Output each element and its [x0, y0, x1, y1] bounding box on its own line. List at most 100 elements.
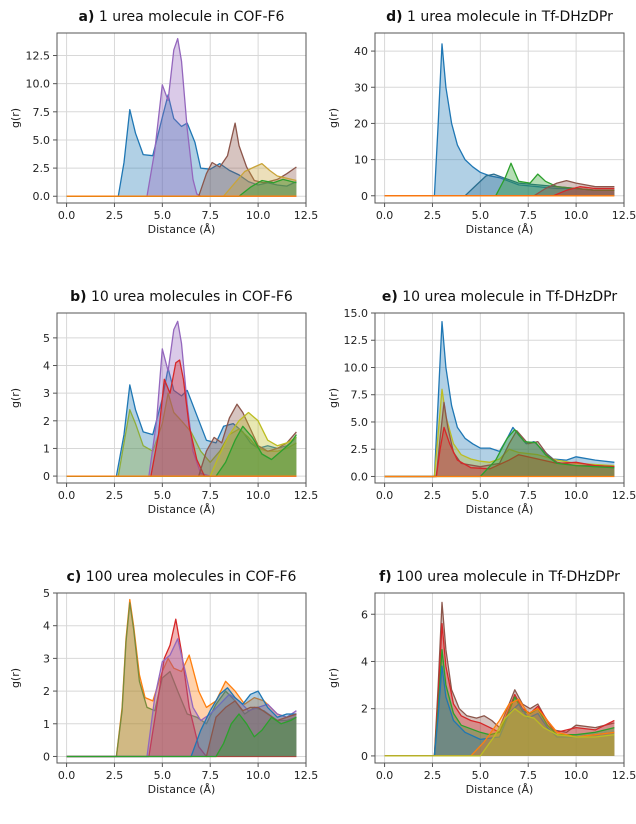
panel-title: d) 1 urea molecule in Tf-DHzDPr — [386, 9, 613, 25]
y-axis-label: g(r) — [327, 388, 340, 408]
panel-title-text: 100 urea molecules in COF-F6 — [81, 569, 296, 585]
series-area-3 — [66, 321, 297, 477]
y-tick-label: 5 — [43, 332, 50, 345]
x-tick-label: 7.5 — [201, 489, 219, 502]
series-area-4 — [384, 180, 615, 196]
series-area-2 — [384, 389, 615, 477]
series-line-5 — [66, 403, 297, 477]
series-line-5 — [384, 428, 615, 478]
x-tick-label: 7.5 — [519, 209, 537, 222]
panel-title-text: 10 urea molecules in COF-F6 — [87, 289, 293, 305]
y-tick-label: 15.0 — [344, 307, 369, 320]
series-line-4 — [384, 179, 615, 197]
series-area-6 — [66, 412, 297, 477]
series-group — [384, 321, 615, 478]
y-tick-label: 20 — [354, 117, 368, 130]
plot-frame — [374, 592, 625, 764]
x-tick-label: 10.0 — [246, 769, 271, 782]
x-tick-label: 7.5 — [519, 489, 537, 502]
series-area-7 — [66, 714, 297, 757]
x-tick-label: 10.0 — [246, 209, 271, 222]
series-area-6 — [384, 708, 615, 756]
series-area-4 — [66, 638, 297, 757]
x-tick-label: 0.0 — [58, 489, 76, 502]
y-tick-label: 2.5 — [351, 443, 369, 456]
panel-title-text: 1 urea molecule in COF-F6 — [94, 9, 284, 25]
y-tick-label: 4 — [43, 620, 50, 633]
panel-title-text: 1 urea molecule in Tf-DHzDPr — [403, 9, 614, 25]
y-tick-label: 5 — [43, 587, 50, 600]
series-line-7 — [66, 425, 297, 477]
panel-label: c) — [67, 569, 82, 585]
series-area-2 — [384, 174, 615, 196]
x-tick-label: 0.0 — [376, 489, 394, 502]
panel-d: d) 1 urea molecule in Tf-DHzDPr 0.0 2.5 5.0… — [327, 9, 636, 236]
y-tick-label: 7.5 — [351, 389, 369, 402]
y-axis-label: g(r) — [9, 388, 22, 408]
series-line-4 — [384, 665, 615, 757]
series-area-4 — [384, 666, 615, 756]
x-axis-label: Distance (Å) — [148, 783, 216, 796]
y-axis-label: g(r) — [9, 668, 22, 688]
y-tick-label: 0.0 — [33, 190, 51, 203]
series-line-2 — [384, 388, 615, 478]
x-axis-label: Distance (Å) — [148, 503, 216, 516]
panel-label: e) — [382, 289, 398, 305]
series-line-3 — [66, 122, 297, 197]
x-tick-label: 2.5 — [424, 209, 442, 222]
series-area-5 — [384, 186, 615, 196]
x-tick-label: 5.0 — [472, 209, 490, 222]
series-area-2 — [66, 38, 297, 197]
series-line-3 — [384, 649, 615, 757]
panel-title: f) 100 urea molecule in Tf-DHzDPr — [379, 569, 620, 585]
y-tick-label: 0.0 — [351, 470, 369, 483]
x-tick-label: 2.5 — [106, 769, 124, 782]
series-area-2 — [66, 393, 297, 477]
panel-b: b) 10 urea molecules in COF-F6 0.0 2.5 5.0 7… — [9, 289, 318, 516]
panel-title: a) 1 urea molecule in COF-F6 — [79, 9, 285, 25]
y-axis-label: g(r) — [327, 108, 340, 128]
series-area-3 — [384, 649, 615, 756]
series-line-4 — [66, 638, 297, 758]
x-tick-label: 10.0 — [246, 489, 271, 502]
x-tick-label: 0.0 — [376, 769, 394, 782]
y-tick-label: 1 — [43, 718, 50, 731]
x-tick-label: 10.0 — [564, 489, 589, 502]
x-tick-label: 12.5 — [612, 209, 636, 222]
series-line-3 — [384, 162, 615, 197]
series-area-1 — [66, 599, 297, 757]
y-axis-label: g(r) — [327, 668, 340, 688]
y-tick-label: 1 — [43, 442, 50, 455]
x-tick-label: 12.5 — [294, 769, 319, 782]
panel-a: a) 1 urea molecule in COF-F6 0.0 2.5 5.0 7.5… — [9, 9, 318, 236]
series-line-1 — [66, 367, 297, 477]
panel-title-text: 10 urea molecule in Tf-DHzDPr — [398, 289, 618, 305]
panel-title: e) 10 urea molecule in Tf-DHzDPr — [382, 289, 617, 305]
series-line-1 — [66, 598, 297, 758]
x-tick-label: 2.5 — [106, 489, 124, 502]
series-line-1 — [384, 43, 615, 197]
x-tick-label: 7.5 — [201, 769, 219, 782]
y-tick-label: 0 — [43, 750, 50, 763]
y-tick-label: 10.0 — [26, 78, 51, 91]
x-tick-label: 10.0 — [564, 209, 589, 222]
panel-title-text: 100 urea molecule in Tf-DHzDPr — [392, 569, 620, 585]
y-tick-label: 0 — [43, 470, 50, 483]
series-area-1 — [66, 94, 297, 197]
y-tick-label: 7.5 — [33, 106, 51, 119]
series-area-3 — [384, 163, 615, 196]
y-tick-label: 2 — [361, 703, 368, 716]
x-tick-label: 2.5 — [106, 209, 124, 222]
series-area-4 — [66, 163, 297, 197]
y-tick-label: 2.5 — [33, 162, 51, 175]
x-axis-label: Distance (Å) — [466, 783, 534, 796]
x-tick-label: 5.0 — [154, 489, 172, 502]
panel-title: c) 100 urea molecules in COF-F6 — [67, 569, 297, 585]
series-line-3 — [66, 618, 297, 758]
x-tick-label: 0.0 — [376, 209, 394, 222]
x-tick-label: 12.5 — [294, 209, 319, 222]
panel-label: b) — [70, 289, 86, 305]
series-area-5 — [66, 404, 297, 477]
series-group — [66, 37, 297, 197]
